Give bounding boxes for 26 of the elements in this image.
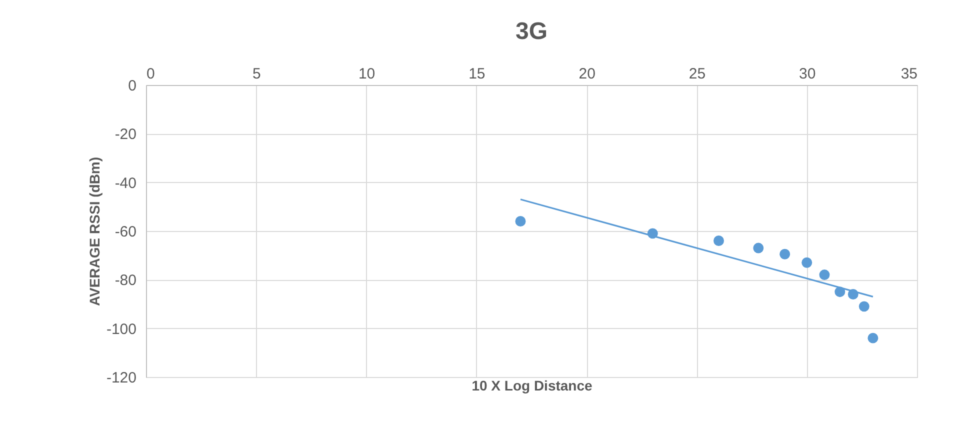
x-tick-label: 30: [799, 66, 816, 82]
point: [858, 301, 870, 312]
y-tick-label: -100: [106, 320, 136, 338]
x-tick-label: 5: [252, 66, 261, 82]
point: [802, 257, 812, 268]
x-tick-label: 10: [358, 66, 376, 82]
point: [819, 270, 830, 280]
point: [868, 332, 878, 344]
point: [515, 216, 526, 226]
y-tick-label: -60: [114, 224, 136, 240]
chart-title: 3G: [515, 18, 548, 45]
x-tick-label: 15: [468, 66, 486, 82]
x-tick-label: 0: [146, 66, 155, 82]
y-tick-label: -120: [106, 370, 136, 386]
x-tick-label: 25: [688, 66, 706, 82]
x-axis-title: 10 X Log Distance: [472, 378, 593, 394]
y-tick-label: -80: [114, 272, 136, 290]
y-tick-label: -40: [114, 174, 136, 192]
point: [780, 248, 790, 260]
x-tick-label: 35: [900, 66, 918, 82]
x-tick-label: 20: [578, 66, 596, 82]
y-tick-label: -20: [114, 126, 136, 144]
y-axis-title: AVERAGE RSSI (dBm): [86, 156, 102, 306]
point: [753, 242, 764, 254]
point: [714, 236, 724, 246]
y-tick-label: 0: [128, 78, 136, 94]
